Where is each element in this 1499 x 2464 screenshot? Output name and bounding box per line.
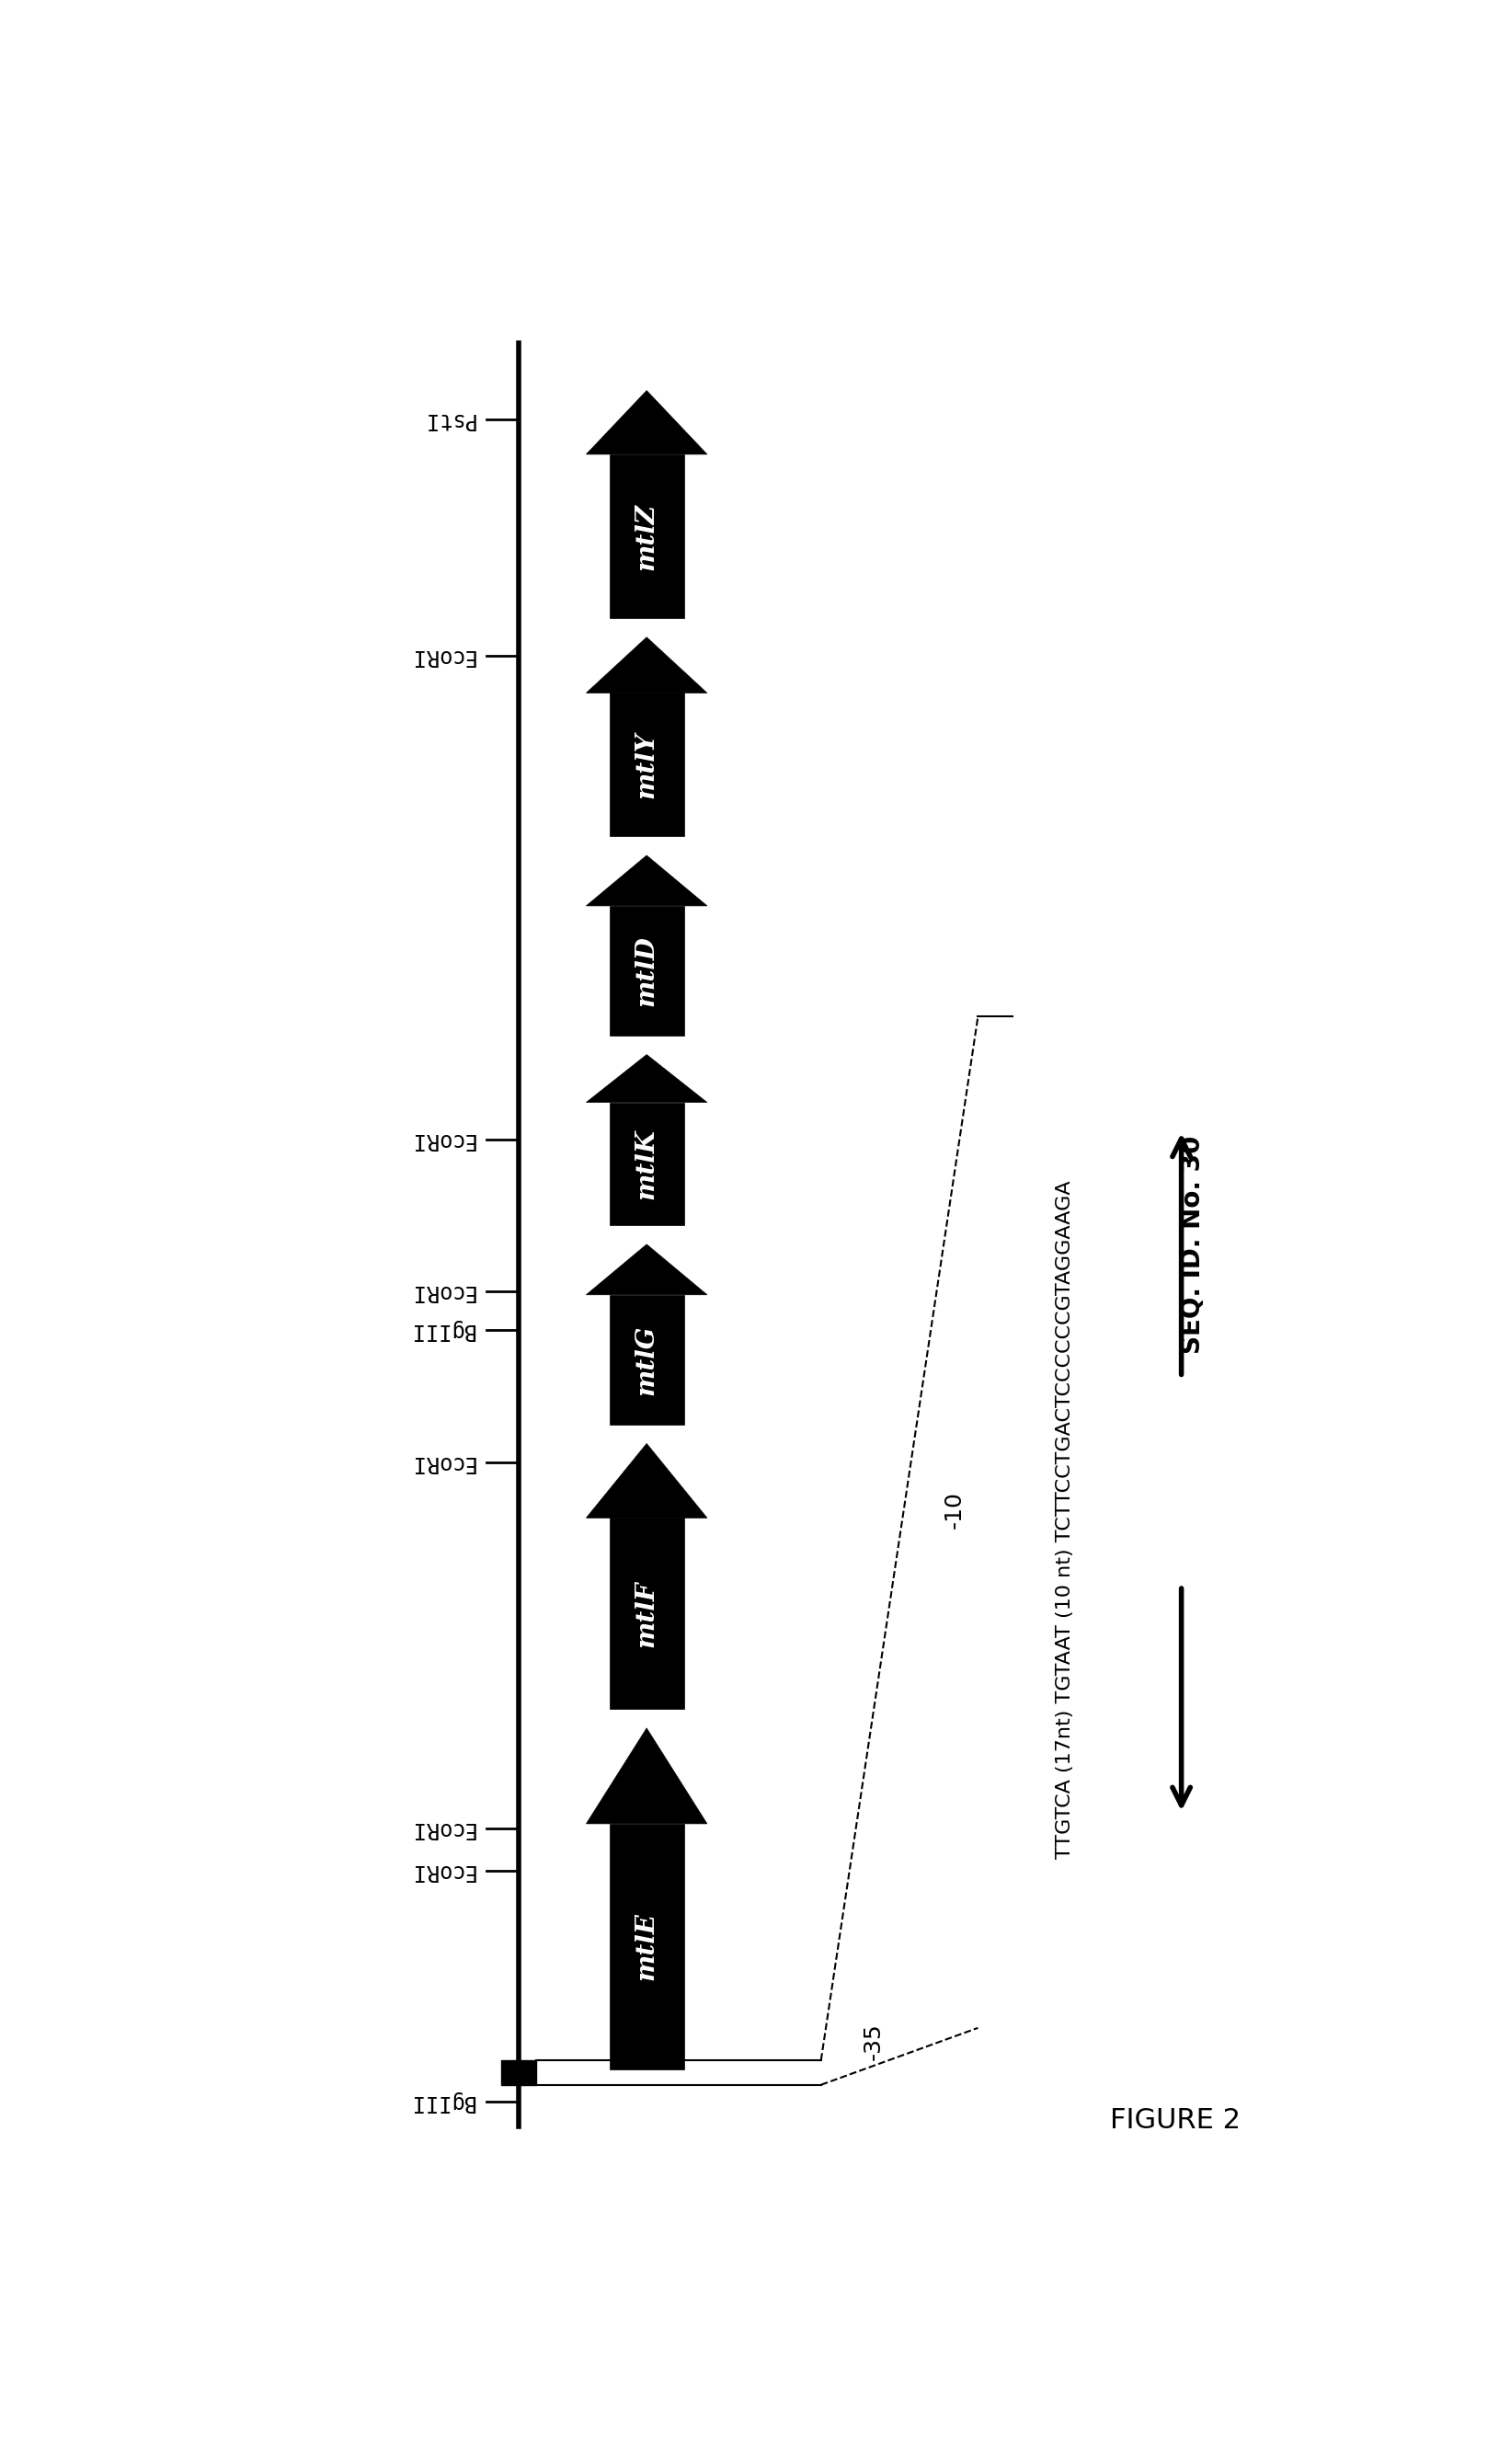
Text: mtlK: mtlK bbox=[634, 1129, 658, 1200]
Text: EcoRI: EcoRI bbox=[409, 1281, 474, 1303]
Text: EcoRI: EcoRI bbox=[409, 1818, 474, 1841]
Polygon shape bbox=[586, 1244, 706, 1294]
Polygon shape bbox=[586, 1055, 706, 1101]
Polygon shape bbox=[609, 1823, 684, 2070]
Polygon shape bbox=[586, 638, 706, 692]
Text: mtlG: mtlG bbox=[634, 1326, 658, 1395]
Text: TTGTCA (17nt) TGTAAT (10 nt) TCTTCCTGACTCCCCCCGTAGGAAGA: TTGTCA (17nt) TGTAAT (10 nt) TCTTCCTGACT… bbox=[1055, 1180, 1073, 1858]
Polygon shape bbox=[609, 692, 684, 835]
Polygon shape bbox=[586, 1727, 706, 1823]
Text: mtlD: mtlD bbox=[634, 936, 658, 1005]
Text: PstI: PstI bbox=[421, 409, 474, 431]
Text: SEQ. ID. No. 30: SEQ. ID. No. 30 bbox=[1180, 1136, 1205, 1353]
Text: mtlF: mtlF bbox=[634, 1579, 658, 1646]
Text: EcoRI: EcoRI bbox=[409, 1451, 474, 1473]
Text: mtlE: mtlE bbox=[634, 1912, 658, 1981]
Polygon shape bbox=[501, 2060, 537, 2085]
Text: BgIII: BgIII bbox=[409, 2092, 474, 2114]
Polygon shape bbox=[609, 1518, 684, 1710]
Polygon shape bbox=[609, 1294, 684, 1424]
Text: FIGURE 2: FIGURE 2 bbox=[1109, 2107, 1240, 2134]
Polygon shape bbox=[586, 1444, 706, 1518]
Text: BgIII: BgIII bbox=[409, 1318, 474, 1340]
Polygon shape bbox=[586, 392, 706, 453]
Polygon shape bbox=[609, 1101, 684, 1225]
Text: EcoRI: EcoRI bbox=[409, 1129, 474, 1151]
Text: EcoRI: EcoRI bbox=[409, 646, 474, 668]
Text: -35: -35 bbox=[862, 2023, 884, 2060]
Text: -10: -10 bbox=[943, 1491, 965, 1528]
Text: mtlY: mtlY bbox=[634, 732, 658, 798]
Polygon shape bbox=[609, 453, 684, 618]
Text: EcoRI: EcoRI bbox=[409, 1860, 474, 1882]
Text: mtlZ: mtlZ bbox=[634, 503, 658, 569]
Polygon shape bbox=[609, 907, 684, 1035]
Polygon shape bbox=[586, 855, 706, 907]
